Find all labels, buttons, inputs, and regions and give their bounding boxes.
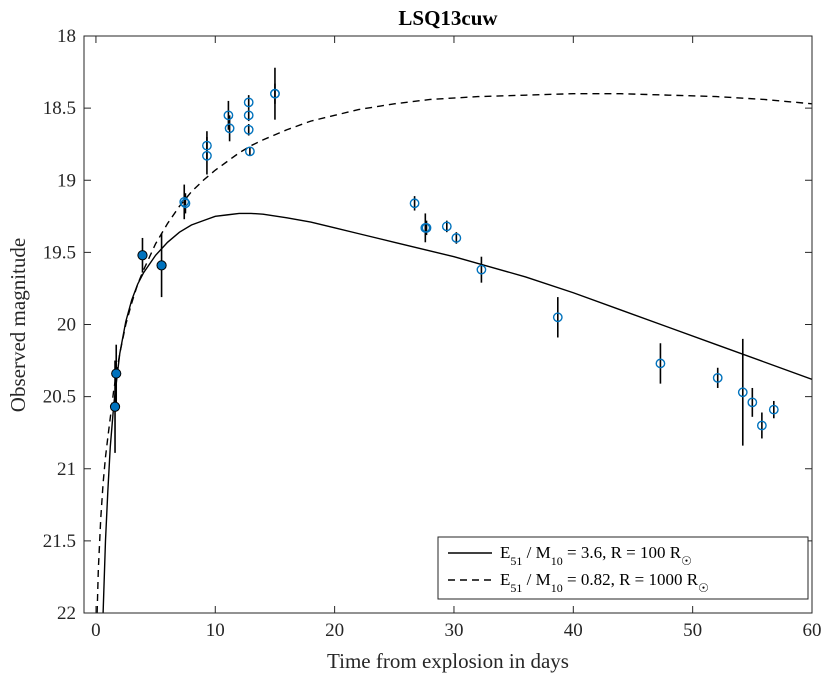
data-point-open bbox=[451, 233, 462, 243]
data-point-open bbox=[243, 124, 254, 135]
legend: E51 / M10 = 3.6, R = 100 R☉ E51 / M10 = … bbox=[437, 536, 809, 600]
data-point-open bbox=[655, 358, 666, 369]
x-tick-label: 50 bbox=[683, 620, 702, 641]
y-tick-label: 20 bbox=[57, 315, 76, 336]
data-point-open bbox=[180, 198, 191, 209]
legend-box bbox=[437, 536, 809, 600]
x-tick-label: 10 bbox=[206, 620, 225, 641]
x-tick-label: 30 bbox=[444, 620, 463, 641]
y-tick-label: 18.5 bbox=[43, 98, 76, 119]
data-point-open bbox=[224, 123, 235, 134]
data-point-open bbox=[202, 150, 212, 161]
data-point-open bbox=[243, 110, 254, 121]
data-point-filled bbox=[156, 260, 167, 271]
y-tick-label: 20.5 bbox=[43, 387, 76, 408]
data-point-filled bbox=[109, 401, 121, 412]
data-point-open bbox=[244, 146, 255, 157]
model-curve-dashed bbox=[96, 93, 812, 613]
data-point-open bbox=[476, 264, 487, 275]
y-tick-label: 19.5 bbox=[43, 242, 76, 263]
data-point-open bbox=[747, 397, 758, 408]
legend-entry-1: E51 / M10 = 3.6, R = 100 R☉ bbox=[500, 543, 692, 568]
data-point-open bbox=[768, 404, 779, 415]
axis-ticks: 0 10 20 30 40 50 60 18 18.5 19 19.5 20 20.5 21 21.5 22 bbox=[43, 26, 822, 641]
data-point-open bbox=[421, 222, 432, 233]
y-tick-label: 21 bbox=[57, 459, 76, 480]
data-point-filled bbox=[137, 250, 148, 261]
data-point-open bbox=[270, 88, 280, 99]
y-tick-label: 18 bbox=[57, 26, 76, 47]
data-point-open bbox=[179, 196, 190, 207]
x-tick-label: 40 bbox=[564, 620, 583, 641]
y-tick-label: 22 bbox=[57, 603, 76, 624]
data-point-open bbox=[202, 140, 212, 151]
x-tick-label: 0 bbox=[91, 620, 101, 641]
data-point-open bbox=[737, 387, 748, 398]
data-point-open bbox=[552, 312, 563, 323]
data-point-open bbox=[409, 198, 420, 209]
y-tick-label: 19 bbox=[57, 170, 76, 191]
x-tick-label: 60 bbox=[803, 620, 822, 641]
data-point-open bbox=[243, 97, 254, 108]
axes-box bbox=[83, 35, 813, 614]
x-tick-label: 20 bbox=[325, 620, 344, 641]
legend-entry-2: E51 / M10 = 0.82, R = 1000 R☉ bbox=[500, 570, 709, 595]
data-point-open bbox=[223, 110, 234, 121]
data-point-open bbox=[712, 372, 723, 383]
x-axis-label: Time from explosion in days bbox=[327, 649, 569, 673]
data-point-filled bbox=[111, 368, 122, 379]
plot-area bbox=[96, 67, 812, 613]
y-axis-label: Observed magnitude bbox=[6, 238, 30, 412]
y-tick-label: 21.5 bbox=[43, 531, 76, 552]
data-point-open bbox=[441, 221, 452, 232]
data-point-open bbox=[756, 420, 767, 431]
chart-title: LSQ13cuw bbox=[398, 6, 498, 30]
